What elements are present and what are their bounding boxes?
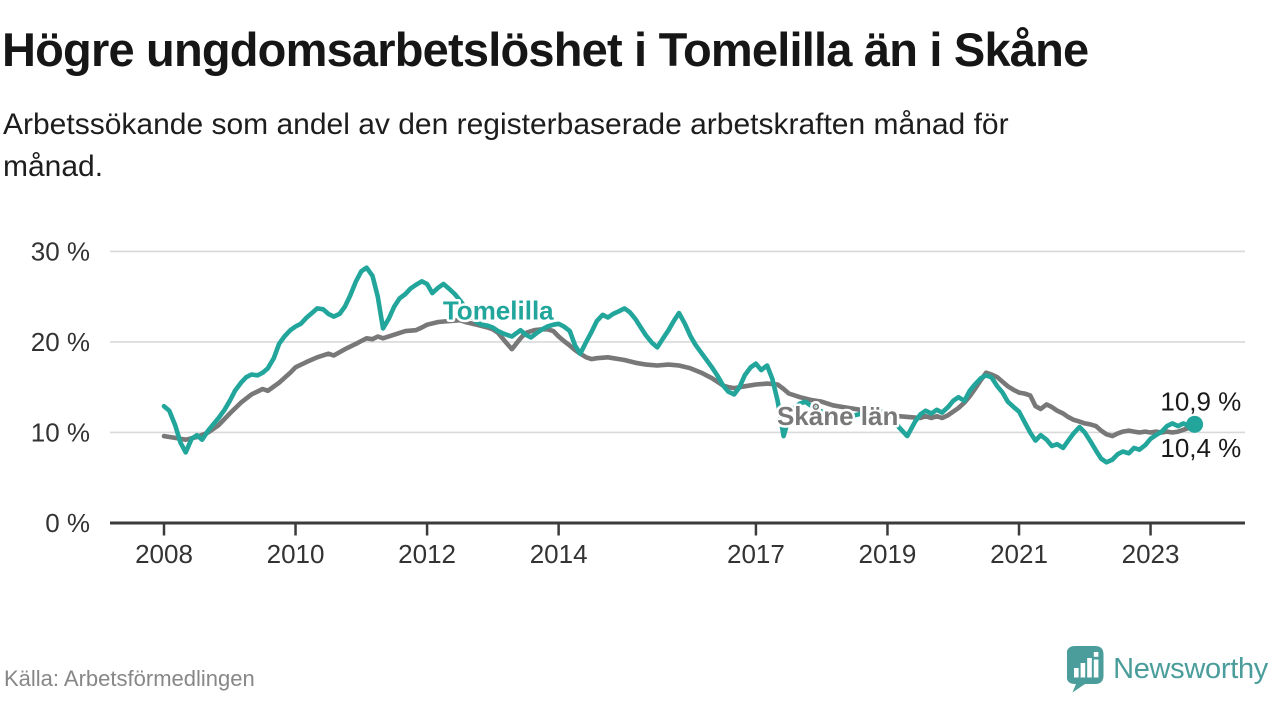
- chart-title: Högre ungdomsarbetslöshet i Tomelilla än…: [2, 23, 1089, 76]
- x-tick-label-2010: 2010: [267, 539, 325, 569]
- end-dot-tomelilla: [1186, 415, 1204, 433]
- y-tick-label-20: 20 %: [31, 327, 90, 357]
- x-tick-label-2017: 2017: [727, 539, 785, 569]
- x-axis-tick-labels: 2008 2010 2012 2014 2017 2019 2021 2023: [135, 539, 1179, 569]
- x-tick-label-2012: 2012: [398, 539, 456, 569]
- x-tick-label-2019: 2019: [859, 539, 917, 569]
- exclamation-bar: [1093, 659, 1099, 678]
- exclamation-dot: [1093, 652, 1099, 657]
- series-label-skane: Skåne län: [777, 401, 898, 431]
- newsworthy-logo: Newsworthy: [1067, 646, 1268, 693]
- chart-subtitle: Arbetssökande som andel av den registerb…: [3, 104, 1009, 188]
- y-tick-label-10: 10 %: [31, 417, 90, 447]
- y-tick-label-0: 0 %: [45, 508, 90, 538]
- y-tick-label-30: 30 %: [31, 236, 90, 266]
- chart-subtitle-line-1: Arbetssökande som andel av den registerb…: [3, 108, 1009, 141]
- x-tick-label-2008: 2008: [135, 539, 193, 569]
- series-inline-labels: Tomelilla Skåne län: [440, 293, 901, 434]
- x-tick-label-2014: 2014: [530, 539, 588, 569]
- x-axis: [110, 521, 1245, 536]
- series-label-tomelilla: Tomelilla: [443, 295, 554, 325]
- newsworthy-wordmark: Newsworthy: [1113, 653, 1268, 685]
- speech-bubble-shape: [1067, 646, 1104, 693]
- line-tomelilla: [161, 265, 1197, 465]
- end-value-label-Skåne län: 10,4 %: [1160, 433, 1241, 463]
- y-axis-tick-labels: 0 % 10 % 20 % 30 %: [31, 236, 90, 538]
- end-value-labels: 10,9 % 10,4 %: [1158, 385, 1243, 465]
- x-tick-label-2023: 2023: [1122, 539, 1180, 569]
- source-note: Källa: Arbetsförmedlingen: [4, 666, 255, 691]
- bar-small: [1074, 668, 1079, 678]
- chart-subtitle-line-2: månad.: [3, 150, 104, 183]
- x-tick-label-2021: 2021: [990, 539, 1048, 569]
- end-value-label-Tomelilla: 10,9 %: [1160, 387, 1241, 417]
- gridlines: [110, 250, 1245, 434]
- line-skane: [161, 317, 1197, 442]
- data-lines: [161, 265, 1204, 465]
- bar-medium: [1080, 663, 1086, 678]
- newsworthy-bubble-chart-icon: [1067, 646, 1104, 693]
- bar-large: [1087, 658, 1092, 678]
